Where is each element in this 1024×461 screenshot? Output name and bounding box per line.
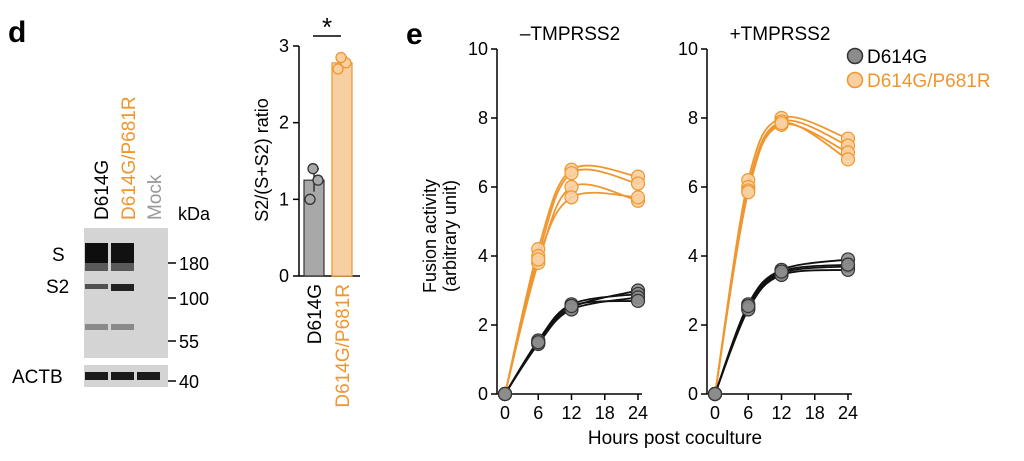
series-line-p681r [714, 121, 849, 395]
band-actb-lane2 [111, 372, 134, 380]
bar-ytick-label: 3 [279, 36, 289, 56]
data-point-d614g [707, 386, 723, 402]
line1-title: –TMPRSS2 [520, 24, 620, 45]
lane-label-d614g: D614G [92, 160, 113, 220]
data-point-p681r [531, 252, 546, 267]
bar-point [335, 51, 347, 64]
bar-d614g [303, 179, 325, 277]
xtick-label: 12 [771, 403, 791, 423]
legend-marker-p681r [846, 71, 864, 89]
band-label-s: S [52, 245, 65, 266]
xtick-label: 18 [595, 403, 615, 423]
data-point-p681r [741, 185, 756, 200]
marker-55: 55 [179, 332, 199, 352]
significance-star: * [322, 12, 332, 42]
data-point-d614g [774, 264, 789, 279]
ytick-label: 0 [478, 384, 488, 404]
bar-ytick-label: 0 [279, 266, 289, 286]
band-s2-lane2 [111, 284, 134, 291]
band-low-lane1 [85, 324, 108, 330]
line2-title: +TMPRSS2 [730, 24, 831, 45]
western-blot: D614G D614G/P681R Mock kDa S S2 ACTB 180… [12, 96, 211, 392]
xtick-label: 0 [710, 403, 720, 423]
ytick-label: 2 [478, 315, 488, 335]
bar-chart: S2/(S+S2) ratio * 0 1 2 3 D614G D614G/P681R [252, 12, 360, 408]
bar-point [332, 63, 344, 75]
band-s-lane2 [111, 243, 134, 263]
legend-label-d614g: D614G [867, 47, 927, 68]
xtick-label: 18 [805, 403, 825, 423]
data-point-d614g [531, 335, 546, 350]
lane-label-mock: Mock [145, 174, 166, 220]
legend-marker-d614g [846, 47, 864, 65]
bar-ytick-label: 1 [279, 189, 289, 209]
series-line-d614g [504, 299, 639, 395]
series-line-p681r [504, 191, 639, 395]
data-point-p681r [564, 190, 579, 205]
xtick-label: 12 [561, 403, 581, 423]
marker-180: 180 [179, 254, 209, 274]
line-ylabel-line2: (arbitrary unit) [440, 180, 460, 292]
bar-p681r [331, 62, 353, 277]
bar-ytick-label: 2 [279, 113, 289, 133]
marker-40: 40 [179, 372, 199, 392]
series-line-d614g [714, 263, 849, 395]
data-point-p681r [774, 116, 789, 131]
xtick-label: 6 [743, 403, 753, 423]
bar-point [307, 163, 319, 175]
ytick-label: 8 [478, 108, 488, 128]
data-point-p681r [564, 166, 579, 181]
xtick-label: 0 [500, 403, 510, 423]
ytick-label: 6 [478, 177, 488, 197]
line-ylabel-line1: Fusion activity [420, 179, 440, 293]
line-chart-minus-tmprss2: –TMPRSS2 Fusion activity (arbitrary unit… [420, 24, 648, 423]
ytick-label: 0 [688, 384, 698, 404]
x-axis-label: Hours post coculture [588, 428, 762, 449]
band-s-smear-lane2 [111, 263, 134, 271]
data-point-p681r [630, 176, 646, 191]
series-line-d614g [714, 265, 849, 395]
data-point-d614g [497, 386, 513, 402]
kda-label: kDa [178, 204, 211, 224]
bar-category-label: D614G [305, 284, 326, 344]
band-actb-lane1 [85, 372, 108, 380]
band-s-lane1 [85, 243, 108, 263]
legend-label-p681r: D614G/P681R [867, 71, 991, 92]
xtick-label: 6 [533, 403, 543, 423]
ytick-label: 8 [688, 108, 698, 128]
xtick-label: 24 [628, 403, 648, 423]
ytick-label: 4 [688, 246, 698, 266]
ytick-label: 2 [688, 315, 698, 335]
band-low-lane2 [111, 324, 134, 330]
panel-label-d: d [8, 16, 26, 49]
ytick-label: 6 [688, 177, 698, 197]
xtick-label: 24 [838, 403, 858, 423]
bar-point [304, 193, 316, 205]
bar-category-label: D614G/P681R [333, 284, 354, 408]
ytick-label: 10 [468, 39, 488, 59]
bar-ylabel: S2/(S+S2) ratio [252, 98, 272, 222]
data-point-d614g [840, 257, 856, 272]
ytick-label: 10 [678, 39, 698, 59]
data-point-p681r [630, 190, 646, 205]
series-line-d614g [714, 268, 849, 395]
ytick-label: 4 [478, 246, 488, 266]
panel-label-e: e [406, 18, 423, 51]
band-s-smear-lane1 [85, 263, 108, 271]
data-point-p681r [840, 152, 856, 167]
legend: D614G D614G/P681R [846, 47, 991, 92]
band-s2-lane1 [85, 284, 108, 289]
data-point-d614g [564, 298, 579, 314]
data-point-d614g [741, 298, 756, 314]
marker-100: 100 [179, 289, 209, 309]
bar-point [312, 174, 324, 186]
band-actb-lane3 [137, 372, 160, 380]
data-point-d614g [630, 293, 646, 308]
band-label-actb: ACTB [12, 367, 63, 388]
band-label-s2: S2 [46, 277, 69, 298]
lane-label-p681r: D614G/P681R [119, 96, 140, 220]
